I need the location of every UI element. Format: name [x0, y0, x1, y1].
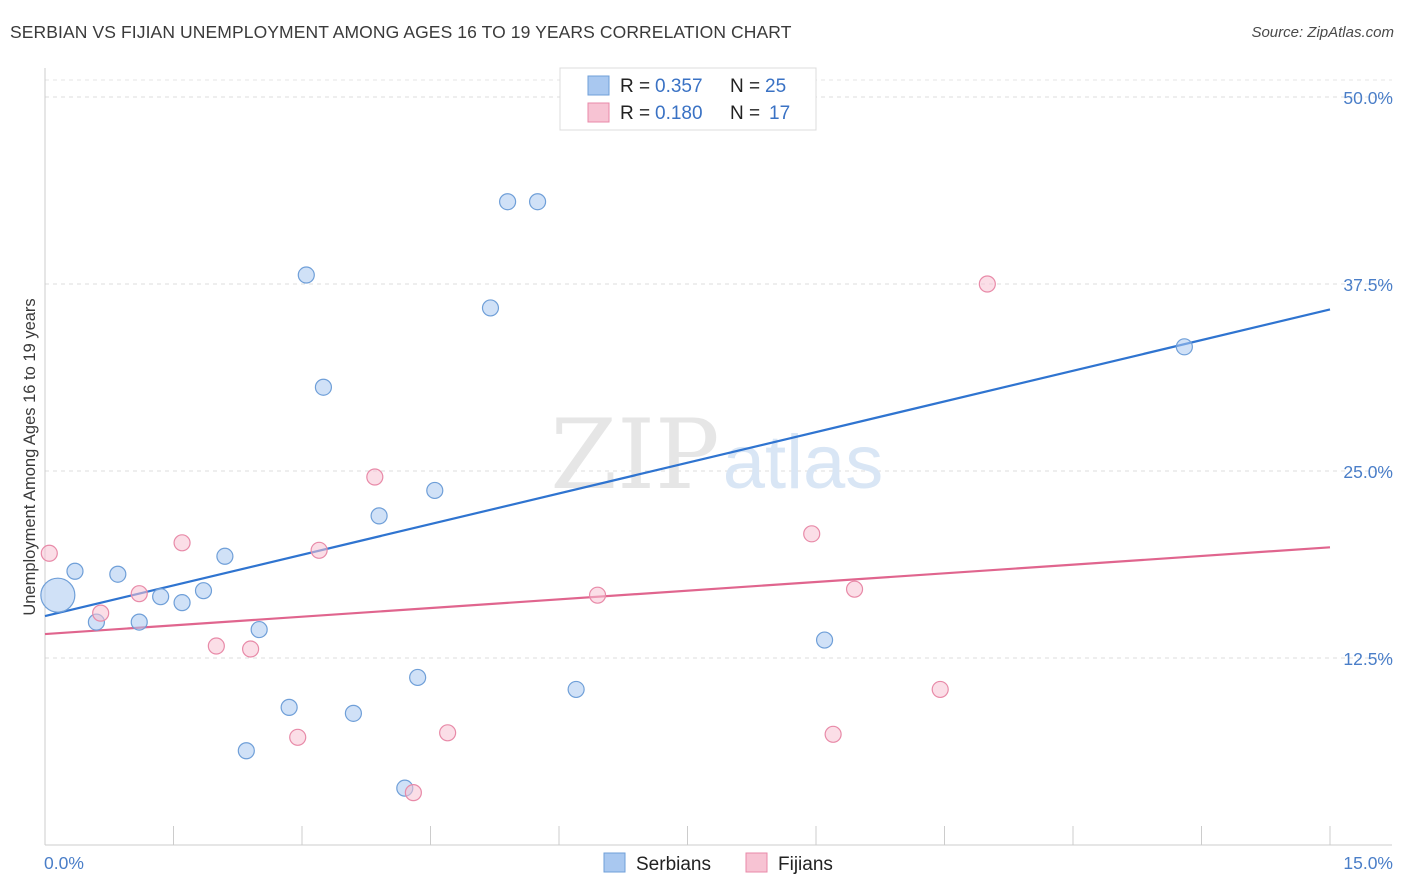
chart-title: SERBIAN VS FIJIAN UNEMPLOYMENT AMONG AGE… — [10, 22, 792, 42]
y-tick-label: 25.0% — [1343, 462, 1393, 482]
point-fijians — [242, 640, 260, 658]
point-fijians — [439, 724, 457, 742]
point-serbians — [280, 698, 298, 716]
x-tick-label-max: 15.0% — [1343, 853, 1393, 873]
bottom-legend: Serbians Fijians — [603, 852, 833, 875]
watermark: ZIP atlas — [550, 399, 883, 511]
point-serbians — [250, 620, 268, 639]
y-tick-label: 50.0% — [1343, 88, 1393, 108]
point-serbians — [370, 507, 388, 525]
bottom-legend-label-serbians: Serbians — [636, 854, 711, 875]
point-serbians — [40, 577, 76, 613]
point-serbians — [481, 299, 500, 317]
point-serbians — [152, 588, 170, 606]
x-tick-label-min: 0.0% — [44, 853, 84, 873]
point-serbians — [409, 668, 427, 687]
point-fijians — [207, 637, 225, 655]
point-fijians — [366, 468, 384, 486]
point-serbians — [567, 680, 585, 699]
point-serbians — [815, 631, 834, 649]
legend-r-label-serbians: R = — [620, 76, 650, 97]
point-serbians — [109, 565, 127, 583]
source-label: Source: ZipAtlas.com — [1251, 24, 1394, 41]
legend-n-label-fijians: N = — [730, 103, 760, 124]
point-fijians — [173, 534, 191, 552]
points-layer — [40, 193, 1193, 802]
top-legend: R = 0.357 N = 25 R = 0.180 N = 17 — [559, 67, 817, 131]
point-serbians — [216, 547, 234, 565]
point-serbians — [297, 266, 315, 284]
legend-swatch-serbians — [587, 75, 610, 96]
point-serbians — [528, 193, 547, 211]
point-fijians — [803, 525, 821, 543]
point-fijians — [404, 784, 422, 802]
point-serbians — [194, 582, 213, 600]
bottom-legend-label-fijians: Fijians — [778, 854, 833, 875]
trendline-fijians — [44, 546, 1331, 636]
point-fijians — [978, 275, 996, 293]
legend-r-value-serbians: 0.357 — [655, 76, 703, 97]
bottom-legend-swatch-fijians — [745, 852, 768, 873]
point-serbians — [314, 378, 333, 396]
point-serbians — [173, 594, 191, 612]
point-fijians — [92, 604, 110, 622]
legend-r-value-fijians: 0.180 — [655, 103, 703, 124]
axes-layer: 50.0% 37.5% 25.0% 12.5% 0.0% 15.0% — [44, 68, 1393, 873]
point-fijians — [289, 728, 307, 746]
point-serbians — [1175, 338, 1193, 356]
trend-layer — [44, 308, 1331, 636]
grid-layer — [45, 79, 1392, 659]
watermark-zip: ZIP — [550, 399, 719, 511]
bottom-legend-swatch-serbians — [603, 852, 626, 873]
point-fijians — [845, 580, 864, 598]
point-fijians — [931, 680, 949, 699]
point-serbians — [344, 704, 362, 722]
legend-n-value-serbians: 25 — [765, 76, 786, 97]
point-fijians — [130, 585, 148, 603]
point-fijians — [40, 544, 58, 562]
trendline-serbians — [44, 308, 1331, 618]
point-serbians — [130, 613, 148, 631]
legend-n-label-serbians: N = — [730, 76, 760, 97]
point-fijians — [310, 541, 328, 559]
y-tick-label: 12.5% — [1343, 649, 1393, 669]
point-serbians — [237, 742, 255, 760]
y-tick-label: 37.5% — [1343, 275, 1393, 295]
point-serbians — [499, 193, 517, 211]
watermark-atlas: atlas — [723, 420, 884, 505]
point-serbians — [66, 562, 84, 580]
legend-n-value-fijians: 17 — [769, 103, 790, 124]
point-fijians — [824, 725, 842, 743]
legend-r-label-fijians: R = — [620, 103, 650, 124]
y-axis-label: Unemployment Among Ages 16 to 19 years — [21, 298, 39, 615]
point-fijians — [588, 586, 607, 604]
point-serbians — [426, 481, 444, 500]
legend-swatch-fijians — [587, 102, 610, 123]
